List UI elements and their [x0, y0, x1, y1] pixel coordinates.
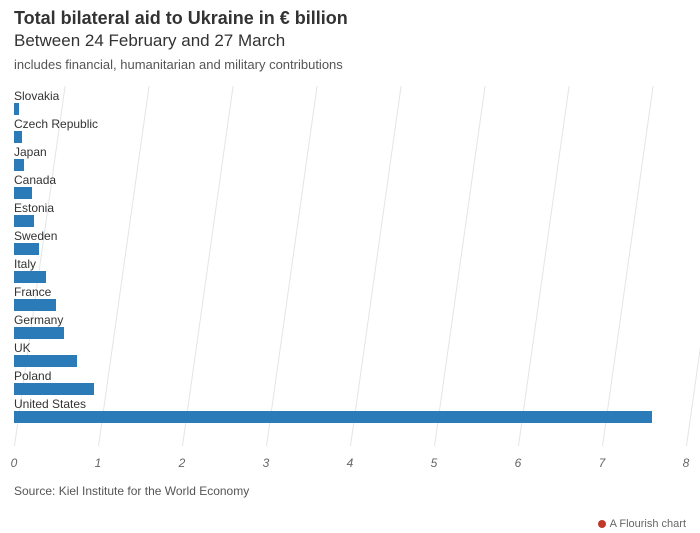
x-tick-label: 3 [263, 456, 270, 470]
x-tick-label: 4 [347, 456, 354, 470]
x-tick-label: 1 [95, 456, 102, 470]
bar-label: UK [14, 342, 686, 354]
bar-label: Italy [14, 258, 686, 270]
bar [14, 215, 34, 227]
bar [14, 159, 24, 171]
bar [14, 411, 652, 423]
bar [14, 299, 56, 311]
bar-label: France [14, 286, 686, 298]
chart-area: Slovakia Czech Republic Japan Canada Estonia… [14, 86, 686, 476]
bar [14, 103, 19, 115]
bar-label: Sweden [14, 230, 686, 242]
x-tick-label: 5 [431, 456, 438, 470]
flourish-credit[interactable]: A Flourish chart [598, 518, 686, 530]
bar-label: Czech Republic [14, 118, 686, 130]
bar-row: Slovakia [14, 90, 686, 118]
bar [14, 187, 32, 199]
gridline [686, 86, 700, 446]
bar [14, 355, 77, 367]
bar-label: United States [14, 398, 686, 410]
bar-label: Japan [14, 146, 686, 158]
credit-label: A Flourish chart [610, 518, 686, 530]
x-tick-label: 7 [599, 456, 606, 470]
x-tick-label: 0 [11, 456, 18, 470]
bar [14, 327, 64, 339]
x-tick-label: 2 [179, 456, 186, 470]
bar-row: United States [14, 398, 686, 426]
chart-title: Total bilateral aid to Ukraine in € bill… [14, 8, 686, 29]
plot-region: Slovakia Czech Republic Japan Canada Estonia… [14, 86, 686, 446]
bar [14, 243, 39, 255]
chart-container: Total bilateral aid to Ukraine in € bill… [0, 0, 700, 502]
x-tick-label: 6 [515, 456, 522, 470]
bar-row: Japan [14, 146, 686, 174]
bar-row: Canada [14, 174, 686, 202]
bar-label: Canada [14, 174, 686, 186]
bar-label: Germany [14, 314, 686, 326]
bar-row: Estonia [14, 202, 686, 230]
bar-row: Czech Republic [14, 118, 686, 146]
bar [14, 131, 22, 143]
x-axis: 012345678 [14, 452, 686, 470]
bar-label: Slovakia [14, 90, 686, 102]
bar [14, 383, 94, 395]
bar-row: Sweden [14, 230, 686, 258]
flourish-dot-icon [598, 520, 606, 528]
x-tick-label: 8 [683, 456, 690, 470]
bar-row: Italy [14, 258, 686, 286]
bar-row: UK [14, 342, 686, 370]
chart-note: includes financial, humanitarian and mil… [14, 57, 686, 72]
bar [14, 271, 46, 283]
source-text: Source: Kiel Institute for the World Eco… [14, 484, 686, 498]
chart-subtitle: Between 24 February and 27 March [14, 31, 686, 51]
bar-row: France [14, 286, 686, 314]
bar-label: Poland [14, 370, 686, 382]
bar-row: Poland [14, 370, 686, 398]
bar-label: Estonia [14, 202, 686, 214]
bar-row: Germany [14, 314, 686, 342]
